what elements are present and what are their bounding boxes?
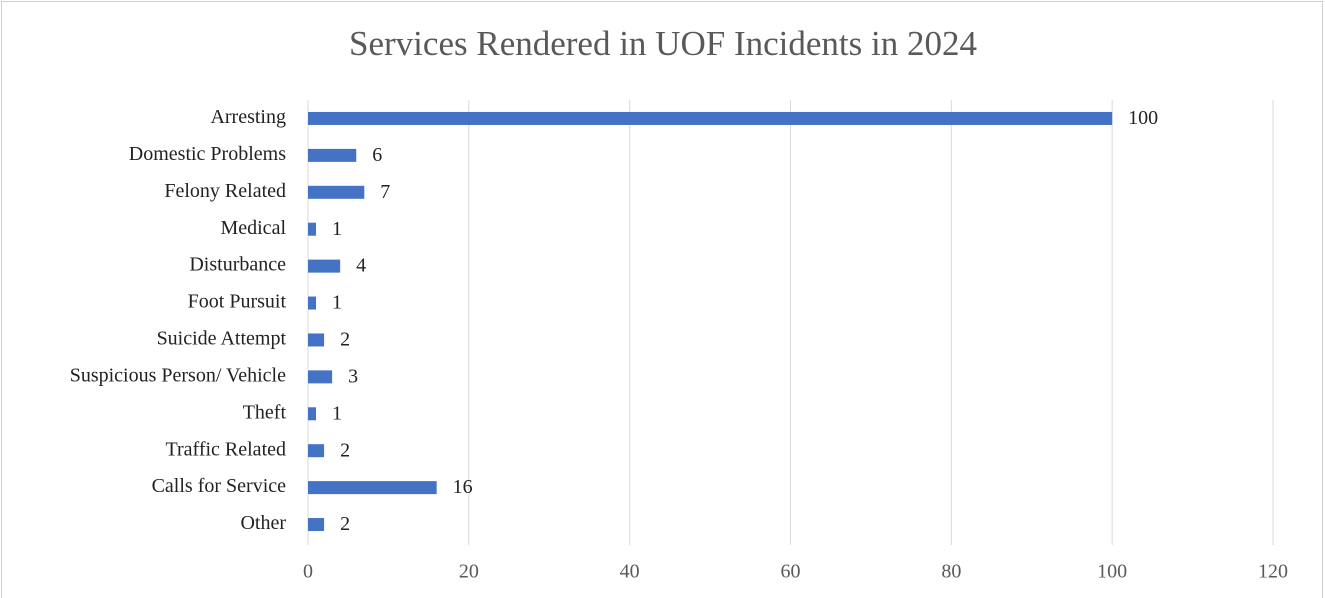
data-label: 1 [332,292,342,314]
x-tick-label: 100 [1097,561,1127,583]
y-tick-label: Suspicious Person/ Vehicle [70,364,286,386]
y-tick-label: Traffic Related [165,438,286,460]
bar [308,407,317,421]
bar [308,518,325,532]
bar [308,444,325,458]
data-label: 1 [332,402,342,424]
y-tick-label: Domestic Problems [129,143,286,165]
data-label: 4 [356,255,366,277]
x-tick-label: 60 [781,561,801,583]
x-tick-label: 0 [303,561,313,583]
y-tick-label: Disturbance [189,254,286,276]
y-tick-label: Suicide Attempt [157,328,287,350]
data-label: 100 [1128,107,1158,129]
y-tick-label: Other [240,512,286,534]
bar [308,111,1113,125]
bar [308,296,317,310]
y-tick-label: Calls for Service [152,475,287,497]
data-label: 2 [340,439,350,461]
data-label: 16 [453,476,473,498]
bar [308,259,341,273]
y-tick-label: Theft [243,401,287,423]
y-tick-label: Foot Pursuit [188,291,287,313]
data-label: 7 [380,181,390,203]
data-label: 2 [340,329,350,351]
y-tick-label: Felony Related [164,180,286,202]
data-label: 1 [332,218,342,240]
x-tick-label: 80 [941,561,961,583]
y-tick-label: Medical [220,217,286,239]
bar [308,370,333,384]
x-tick-label: 120 [1258,561,1288,583]
data-label: 6 [372,144,382,166]
bar [308,222,317,236]
y-tick-label: Arresting [210,106,286,128]
bar [308,481,437,495]
x-tick-label: 40 [620,561,640,583]
bar [308,148,357,162]
x-tick-label: 20 [459,561,479,583]
bar [308,333,325,347]
data-label: 3 [348,365,358,387]
data-label: 2 [340,513,350,535]
bar [308,185,365,199]
chart-title: Services Rendered in UOF Incidents in 20… [349,24,977,63]
